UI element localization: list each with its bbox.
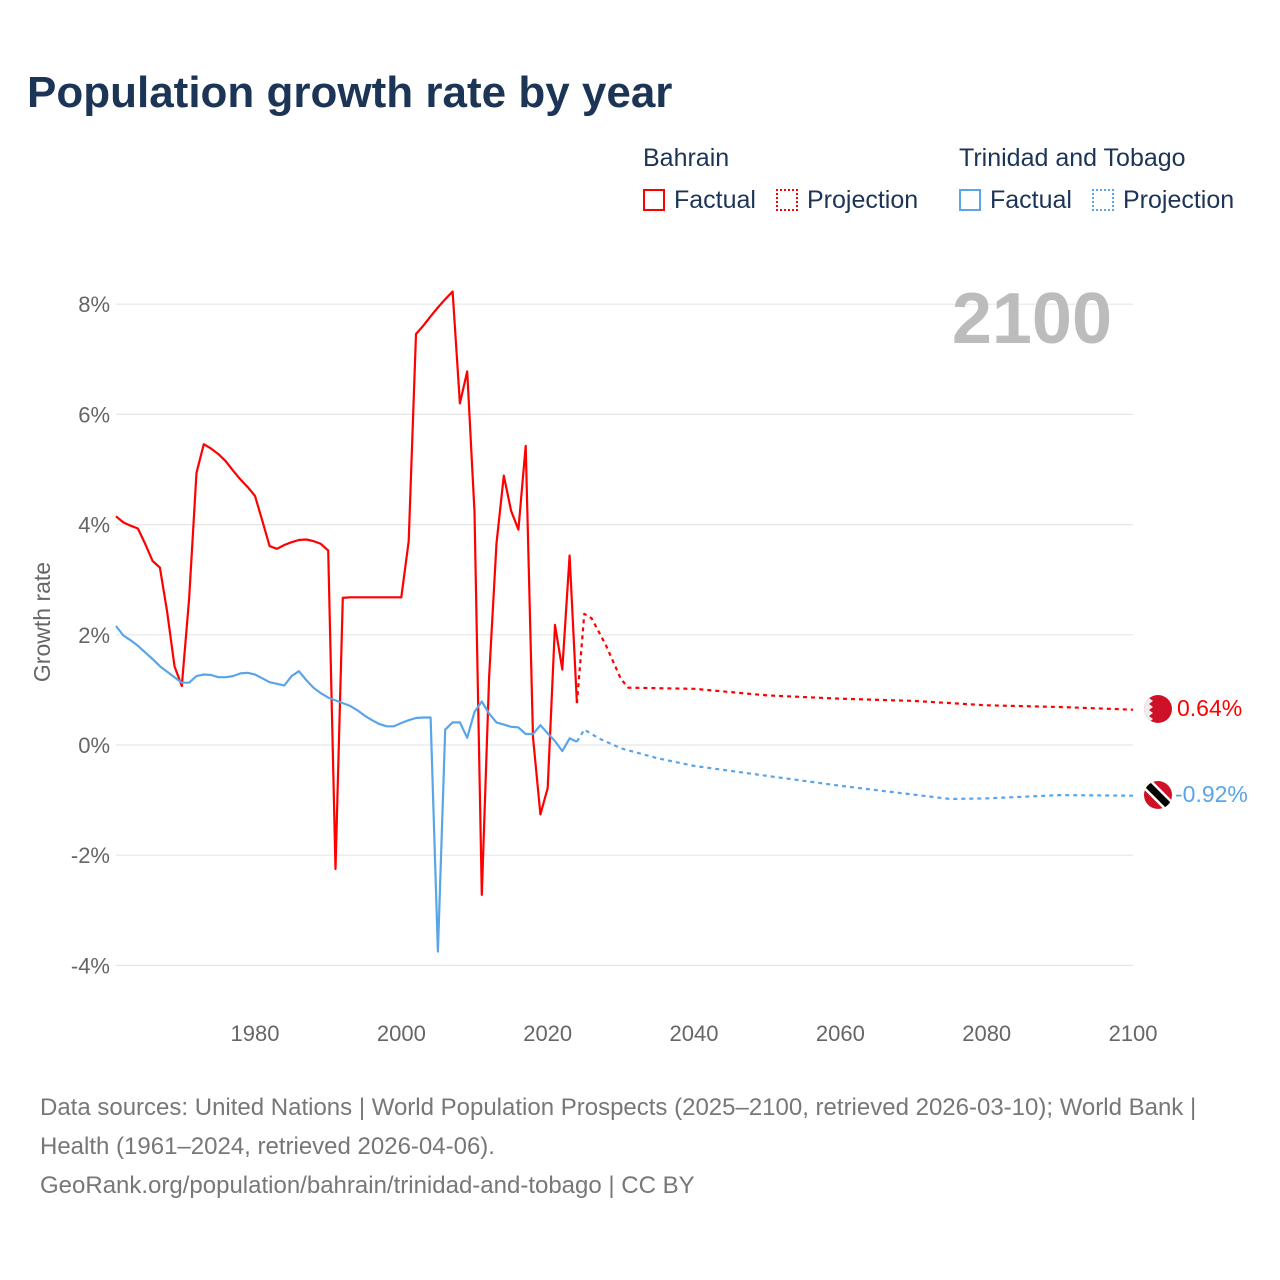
series-line-trinidad-and-tobago-factual — [115, 625, 578, 953]
legend-swatch-bahrain-projection — [776, 189, 798, 211]
series-line-bahrain-projection — [575, 612, 1134, 711]
y-tick-label: 0% — [78, 733, 110, 758]
y-axis-label: Growth rate — [29, 562, 55, 682]
legend-swatch-trinidad-factual — [959, 189, 981, 211]
legend-trinidad-projection[interactable]: Projection — [1123, 186, 1235, 214]
x-tick-label: 2080 — [962, 1021, 1011, 1046]
y-tick-label: 6% — [78, 402, 110, 427]
current-year-label: 2100 — [951, 279, 1112, 359]
x-tick-label: 2000 — [377, 1021, 426, 1046]
trinidad-flag-icon — [1144, 781, 1172, 809]
x-tick-label: 2060 — [816, 1021, 865, 1046]
chart-title: Population growth rate by year — [27, 68, 673, 117]
legend-swatch-trinidad-projection — [1092, 189, 1114, 211]
legend-bahrain-factual[interactable]: Factual — [674, 186, 756, 214]
y-tick-label: -4% — [71, 953, 110, 978]
source-note: Data sources: United Nations | World Pop… — [40, 1088, 1240, 1205]
series-line-trinidad-and-tobago-projection — [575, 728, 1134, 801]
legend-swatch-bahrain-factual — [643, 189, 665, 211]
bahrain-end-label: 0.64% — [1177, 695, 1242, 721]
legend-trinidad-factual[interactable]: Factual — [990, 186, 1072, 214]
source-line-2[interactable]: GeoRank.org/population/bahrain/trinidad-… — [40, 1172, 695, 1199]
y-tick-label: 4% — [78, 513, 110, 538]
legend-group-bahrain: Bahrain — [643, 144, 730, 172]
x-tick-label: 1980 — [231, 1021, 280, 1046]
bahrain-flag-icon — [1144, 695, 1172, 723]
x-tick-label: 2100 — [1109, 1021, 1158, 1046]
legend-group-trinidad: Trinidad and Tobago — [959, 144, 1186, 172]
y-tick-label: 8% — [78, 292, 110, 317]
series-line-bahrain-factual — [115, 290, 578, 897]
trinidad-end-label: -0.92% — [1175, 781, 1248, 807]
y-tick-label: -2% — [71, 843, 110, 868]
x-tick-label: 2020 — [523, 1021, 572, 1046]
y-tick-label: 2% — [78, 623, 110, 648]
source-line-1: Data sources: United Nations | World Pop… — [40, 1094, 1197, 1160]
x-tick-label: 2040 — [670, 1021, 719, 1046]
legend-bahrain-projection[interactable]: Projection — [807, 186, 919, 214]
